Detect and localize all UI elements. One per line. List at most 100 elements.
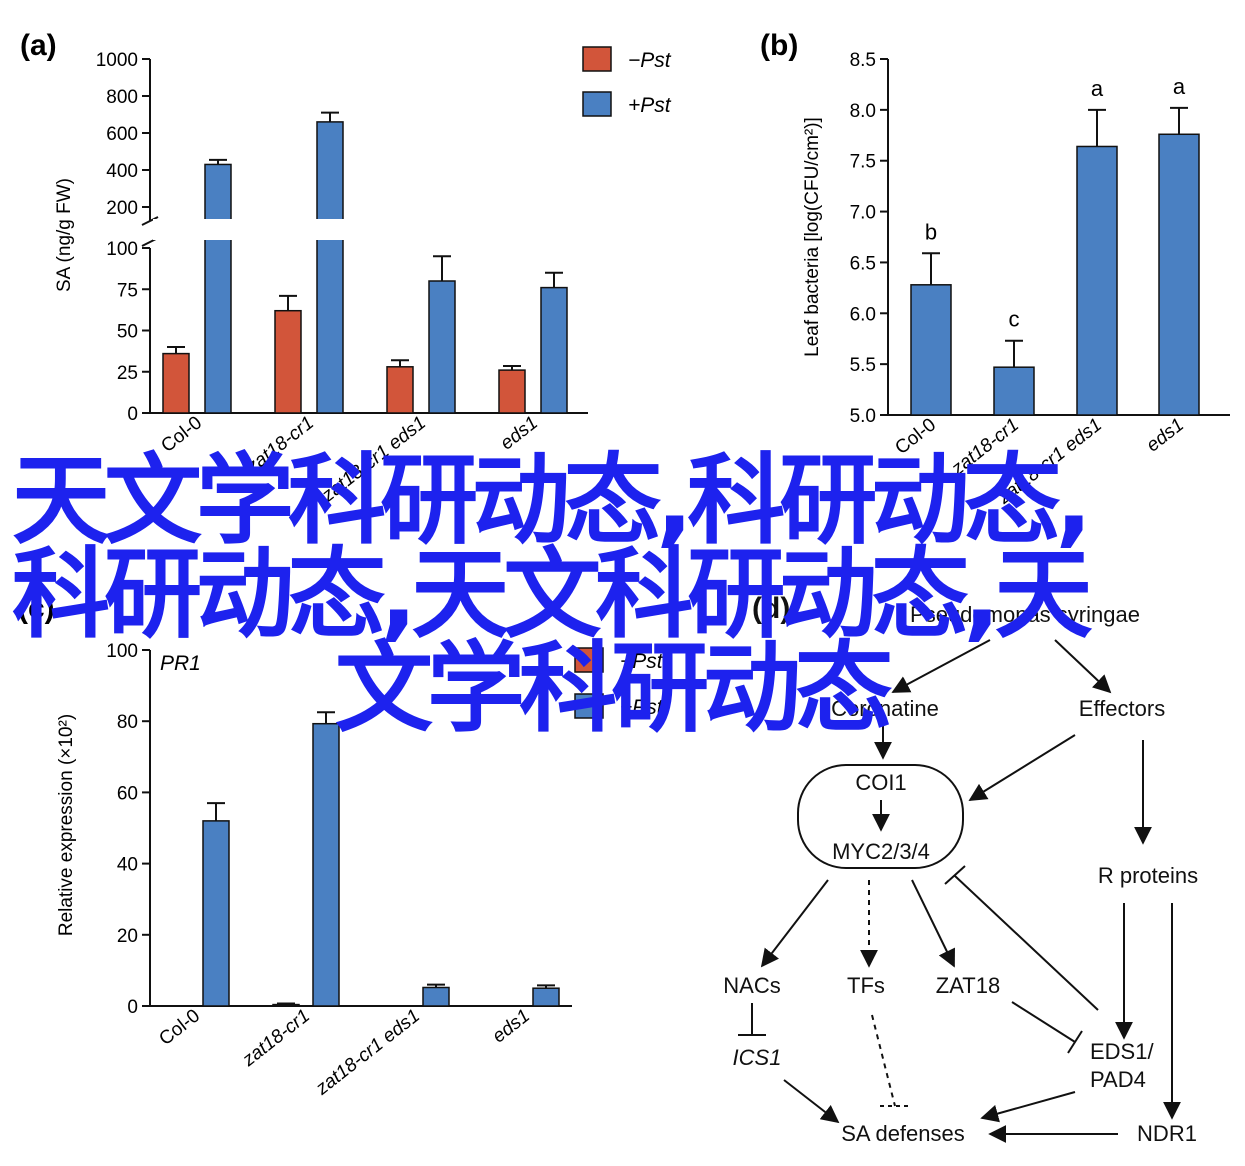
panel-b-ytick-label: 6.0 xyxy=(850,304,876,325)
node-effectors: Effectors xyxy=(1079,696,1165,721)
node-myc: MYC2/3/4 xyxy=(832,839,930,864)
panel-b-significance-letter: b xyxy=(925,219,937,244)
panel-a-xtick-0: Col-0 xyxy=(157,412,206,457)
panel-b-xtick-label: eds1 xyxy=(1143,414,1188,456)
edge-eds1-myc-bar xyxy=(944,865,966,885)
node-nacs: NACs xyxy=(723,973,780,998)
panel-b-bar xyxy=(993,366,1035,416)
panel-a-bar xyxy=(274,309,302,414)
panel-c-legend: −Pst +Pst xyxy=(574,647,664,719)
edge-myc-zat18 xyxy=(911,879,955,968)
panel-a-ytick-label: 800 xyxy=(106,87,138,108)
panel-c-bar xyxy=(422,986,450,1007)
node-eds1-pad4-line1: EDS1/ xyxy=(1090,1039,1154,1064)
panel-c-xtick-label: Col-0 xyxy=(155,1005,204,1050)
panel-b-xtick-0: Col-0 xyxy=(891,414,940,459)
edge-myc-nacs xyxy=(760,879,829,968)
panel-b-significance-letter: a xyxy=(1173,74,1186,99)
panel-b-bar xyxy=(910,284,952,416)
panel-a-bar xyxy=(162,352,190,414)
panel-a-xtick-label: zat18-cr1 xyxy=(242,412,318,478)
node-ndr1: NDR1 xyxy=(1137,1121,1197,1146)
panel-c-xtick-label: eds1 xyxy=(489,1005,534,1047)
panel-b-ytick-label: 5.0 xyxy=(850,406,876,427)
panel-b-xtick-1: zat18-cr1 xyxy=(947,414,1023,480)
node-zat18: ZAT18 xyxy=(936,973,1000,998)
panel-a-bar xyxy=(428,280,456,414)
panel-a-ytick-label: 1000 xyxy=(96,50,138,71)
panel-a-axis-break-top xyxy=(141,216,159,226)
panel-a-break-band xyxy=(153,219,591,240)
node-r-proteins: R proteins xyxy=(1098,863,1198,888)
panel-a-legend-label: +Pst xyxy=(628,94,672,117)
panel-c-ytick-label: 20 xyxy=(117,926,138,947)
edge-eds1-myc xyxy=(954,875,1099,1011)
panel-c-ylabel: Relative expression (×10²) xyxy=(56,714,77,936)
panel-b-ytick-label: 8.5 xyxy=(850,50,876,71)
panel-b-significance-letter: c xyxy=(1009,307,1020,332)
node-ics1: ICS1 xyxy=(733,1045,782,1070)
edge-tfs-sa xyxy=(871,1014,896,1107)
panel-b-bars: b c a a xyxy=(910,74,1200,416)
panel-a-xtick-label: eds1 xyxy=(497,412,542,454)
panel-b-ylabel: Leaf bacteria [log(CFU/cm²)] xyxy=(802,117,823,357)
panel-b-ytick-label: 8.0 xyxy=(850,101,876,122)
edge-effectors-coi1 xyxy=(968,734,1076,801)
panel-a-xtick-label: zat18-cr1 eds1 xyxy=(317,412,430,507)
edge-zat18-eds1-bar xyxy=(1067,1030,1083,1054)
panel-a-legend: −Pst +Pst xyxy=(582,46,672,117)
panel-a-bar xyxy=(316,121,344,414)
panel-c-ytick-label: 100 xyxy=(106,641,138,662)
panel-c-bar xyxy=(272,1003,300,1007)
panel-b-ytick-label: 5.5 xyxy=(850,355,876,376)
panel-c-bar xyxy=(202,820,230,1007)
panel-c-subtitle: PR1 xyxy=(160,652,201,675)
panel-a-ytick-label: 100 xyxy=(106,239,138,260)
panel-a-label: (a) xyxy=(20,29,57,62)
panel-a-bar xyxy=(540,286,568,414)
panel-c-ytick-label: 80 xyxy=(117,712,138,733)
panel-a-xtick-2: zat18-cr1 eds1 xyxy=(317,412,430,507)
panel-c-bar xyxy=(532,987,560,1007)
panel-a-xtick-1: zat18-cr1 xyxy=(242,412,318,478)
panel-a-xtick-label: Col-0 xyxy=(157,412,206,457)
panel-d-label: (d) xyxy=(752,592,790,625)
panel-c-legend-label: +Pst xyxy=(620,696,664,719)
panel-c: (c) PR1 Relative expression (×10²) 0 20 40… xyxy=(18,592,664,1100)
panel-a-xtick-3: eds1 xyxy=(497,412,542,454)
panel-c-legend-label: −Pst xyxy=(620,650,664,673)
edge-ics1-sa xyxy=(783,1079,840,1124)
panel-c-bar xyxy=(312,722,340,1007)
panel-c-legend-swatch xyxy=(574,647,604,673)
panel-c-ytick-label: 40 xyxy=(117,855,138,876)
panel-c-xtick-1: zat18-cr1 xyxy=(238,1005,314,1071)
panel-c-bars xyxy=(202,711,560,1007)
node-tfs: TFs xyxy=(847,973,885,998)
panel-b-xtick-3: eds1 xyxy=(1143,414,1188,456)
panel-a: (a) SA (ng/g FW) 0 25 50 75 100 200 400 600 800 1… xyxy=(20,29,672,507)
node-pseudomonas: Pseudomonas syringae xyxy=(910,602,1140,627)
panel-b-significance-letter: a xyxy=(1091,76,1104,101)
panel-a-ylabel: SA (ng/g FW) xyxy=(54,178,75,292)
panel-b: (b) Leaf bacteria [log(CFU/cm²)] 5.0 5.5 6… xyxy=(760,29,1230,509)
panel-c-label: (c) xyxy=(18,592,55,625)
panel-c-ytick-label: 0 xyxy=(127,997,138,1018)
panel-b-xtick-label: zat18-cr1 xyxy=(947,414,1023,480)
panel-b-label: (b) xyxy=(760,29,798,62)
node-coronatine: Coronatine xyxy=(831,696,939,721)
panel-a-legend-swatch xyxy=(582,46,612,72)
panel-c-xtick-3: eds1 xyxy=(489,1005,534,1047)
panel-a-bar xyxy=(386,366,414,414)
node-eds1-pad4-line2: PAD4 xyxy=(1090,1067,1146,1092)
edge-eds1-sa xyxy=(980,1091,1076,1123)
panel-c-xtick-label: zat18-cr1 eds1 xyxy=(311,1005,424,1100)
panel-a-ytick-label: 400 xyxy=(106,161,138,182)
panel-b-xtick-label: Col-0 xyxy=(891,414,940,459)
coi1-complex-box xyxy=(797,764,964,869)
panel-c-ytick-label: 60 xyxy=(117,783,138,804)
edge-pst-effectors xyxy=(1054,639,1112,694)
node-sa-defenses: SA defenses xyxy=(841,1121,965,1146)
panel-b-bar xyxy=(1158,133,1200,416)
panel-c-xtick-2: zat18-cr1 eds1 xyxy=(311,1005,424,1100)
